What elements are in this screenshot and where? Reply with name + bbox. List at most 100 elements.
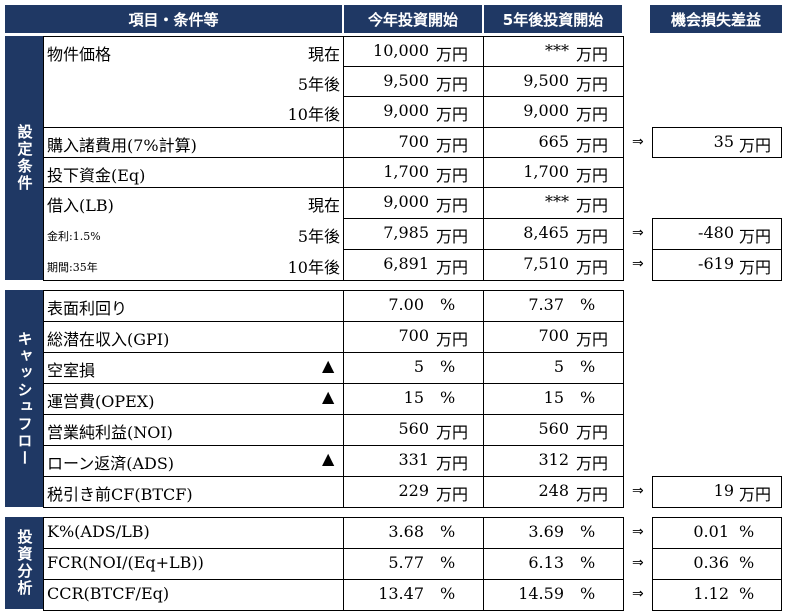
unit: %	[440, 357, 456, 376]
cell	[483, 36, 624, 67]
unit: %	[580, 522, 596, 541]
diff-value: -619	[698, 254, 734, 273]
unit: %	[739, 522, 755, 541]
value: 229	[398, 481, 429, 500]
unit: 万円	[436, 196, 469, 215]
unit: 万円	[436, 136, 469, 155]
unit: 万円	[436, 423, 469, 442]
unit: 万円	[576, 227, 609, 246]
unit: 万円	[436, 454, 469, 473]
unit: %	[580, 388, 596, 407]
triangle-icon: ▲	[322, 449, 335, 468]
cell	[343, 476, 484, 508]
unit: 万円	[739, 136, 772, 155]
cell	[483, 187, 624, 219]
value: 3.68	[388, 522, 424, 541]
cell	[483, 157, 624, 188]
sub-loan-now: 現在	[307, 196, 340, 215]
unit: %	[739, 584, 755, 603]
analysis-label: K%(ADS/LB)	[47, 522, 150, 541]
arrow-icon: ⇒	[632, 524, 644, 540]
unit: %	[440, 553, 456, 572]
sub-loan-10y: 10年後	[287, 258, 340, 277]
cell	[483, 476, 624, 508]
cell	[343, 249, 484, 281]
cell	[652, 517, 782, 549]
value: 665	[538, 132, 569, 151]
cell	[483, 414, 624, 446]
cell	[343, 383, 484, 415]
value: 8,465	[523, 223, 569, 242]
unit: 万円	[576, 196, 609, 215]
cashflow-label: 表面利回り	[47, 299, 128, 318]
arrow-icon: ⇒	[632, 586, 644, 602]
unit: 万円	[576, 105, 609, 124]
value: 13.47	[378, 584, 424, 603]
value: 9,000	[383, 101, 429, 120]
cashflow-label: 運営費(OPEX)	[47, 392, 155, 411]
unit: %	[580, 553, 596, 572]
unit: 万円	[576, 45, 609, 64]
cell	[652, 476, 782, 508]
header-5y: 5年後投資開始	[484, 5, 622, 33]
label-cell-loan	[43, 187, 344, 281]
value: 700	[538, 326, 569, 345]
label-cell	[43, 414, 344, 446]
unit: %	[440, 584, 456, 603]
cashflow-label: 空室損	[47, 361, 96, 380]
arrow-icon: ⇒	[632, 225, 644, 241]
value: 14.59	[518, 584, 564, 603]
unit: 万円	[436, 485, 469, 504]
unit: 万円	[576, 423, 609, 442]
diff-value: -480	[698, 223, 734, 242]
arrow-icon: ⇒	[632, 483, 644, 499]
value: ***	[545, 192, 569, 211]
section-analysis: 投資分析	[5, 517, 43, 609]
cashflow-label: 税引き前CF(BTCF)	[47, 485, 193, 504]
unit: 万円	[436, 105, 469, 124]
value: 5.77	[388, 553, 424, 572]
unit: 万円	[436, 330, 469, 349]
value: 7.37	[528, 295, 564, 314]
analysis-label: FCR(NOI/(Eq+LB))	[47, 553, 204, 572]
value: 7,510	[523, 254, 569, 273]
section-settings: 設定条件	[5, 36, 43, 280]
sub-10y: 10年後	[287, 105, 340, 124]
unit: 万円	[739, 258, 772, 277]
cell	[652, 548, 782, 580]
cell	[483, 548, 624, 580]
section-cashflow: キャッシュフロー	[5, 290, 43, 507]
cell	[483, 383, 624, 415]
label-loan: 借入(LB)	[47, 196, 114, 215]
value: 331	[398, 450, 429, 469]
unit: %	[580, 295, 596, 314]
label-eq: 投下資金(Eq)	[47, 166, 146, 185]
diff-value: 1.12	[693, 584, 729, 603]
value: 10,000	[373, 41, 429, 60]
arrow-icon: ⇒	[632, 555, 644, 571]
value: 6.13	[528, 553, 564, 572]
unit: %	[440, 522, 456, 541]
unit: 万円	[576, 75, 609, 94]
cell	[343, 579, 484, 611]
unit: 万円	[576, 136, 609, 155]
unit: 万円	[436, 45, 469, 64]
value: 5	[413, 357, 424, 376]
cell	[343, 517, 484, 549]
unit: 万円	[436, 227, 469, 246]
diff-value: 35	[713, 132, 734, 151]
value: 1,700	[523, 162, 569, 181]
unit: 万円	[739, 227, 772, 246]
value: 5	[553, 357, 564, 376]
label-term: 期間:35年	[47, 261, 98, 274]
cell	[652, 249, 782, 281]
arrow-icon: ⇒	[632, 134, 644, 150]
unit: 万円	[436, 166, 469, 185]
sub-loan-5y: 5年後	[297, 227, 340, 246]
unit: %	[739, 553, 755, 572]
value: ***	[545, 41, 569, 60]
unit: %	[580, 357, 596, 376]
cell	[483, 321, 624, 353]
unit: 万円	[436, 75, 469, 94]
cell	[343, 157, 484, 188]
